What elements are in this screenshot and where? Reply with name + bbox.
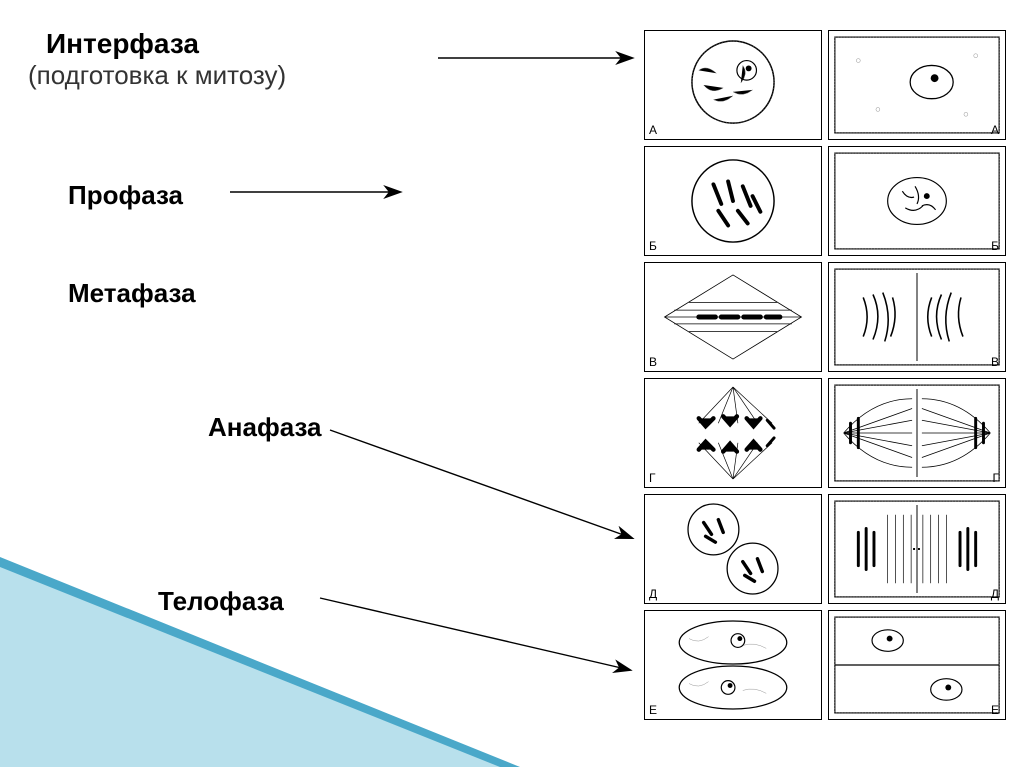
caption: А (649, 123, 657, 137)
caption: Е (991, 703, 999, 717)
caption: Г (649, 471, 656, 485)
cell-plant-daughters: Е (828, 610, 1006, 720)
caption: Д (991, 587, 999, 601)
cell-plant-metaphase: В (828, 262, 1006, 372)
caption: Б (649, 239, 657, 253)
caption: А (991, 123, 999, 137)
cell-plant-interphase: А (828, 30, 1006, 140)
diagram-grid: А А Б (644, 30, 1006, 720)
caption: Д (649, 587, 657, 601)
cell-plant-prophase: Б (828, 146, 1006, 256)
caption: Г (993, 471, 1000, 485)
cell-plant-anaphase: Г (828, 378, 1006, 488)
caption: Е (649, 703, 657, 717)
caption: В (991, 355, 999, 369)
caption: Б (991, 239, 999, 253)
cell-animal-metaphase: В (644, 262, 822, 372)
caption: В (649, 355, 657, 369)
cell-plant-telophase: Д (828, 494, 1006, 604)
cell-animal-telophase: Д (644, 494, 822, 604)
cell-animal-daughters: Е (644, 610, 822, 720)
cell-animal-prophase: Б (644, 146, 822, 256)
cell-animal-interphase: А (644, 30, 822, 140)
cell-animal-anaphase: Г (644, 378, 822, 488)
